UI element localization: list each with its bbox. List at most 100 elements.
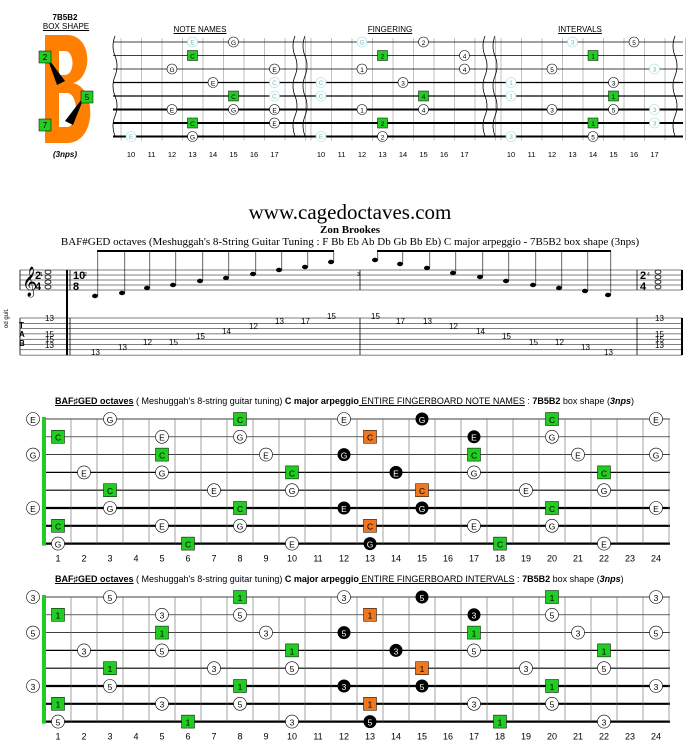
- staff-note: [397, 261, 403, 267]
- panel2-note-label: 5: [238, 700, 243, 710]
- tab-number: 13: [118, 343, 127, 352]
- panel1-note-marker: [259, 447, 273, 462]
- fingering-note-label: 4: [422, 108, 426, 115]
- note-names-ghost-label: E: [190, 40, 195, 47]
- staff-note: [197, 278, 203, 284]
- panel2-note-marker: [155, 625, 169, 640]
- panel2-fret-number: 18: [495, 732, 505, 742]
- panel2-note-label: 1: [238, 593, 243, 603]
- panel2-fret-number: 7: [211, 732, 216, 742]
- panel2-note-marker: [415, 661, 429, 675]
- panel1-note-label: G: [471, 468, 478, 478]
- intervals-ghost-marker: [649, 104, 660, 115]
- intervals-note-marker: [587, 50, 599, 61]
- note-names-ghost-label: E: [129, 134, 134, 141]
- panel2-fret-number: 4: [133, 732, 138, 742]
- panel2-fret-number: 2: [81, 732, 86, 742]
- chord-note: [654, 269, 662, 275]
- panel1-fret-number: 8: [237, 554, 242, 564]
- panel2-note-marker: [207, 661, 221, 675]
- chord-note: [44, 269, 52, 275]
- fingering-ghost-marker: [315, 77, 327, 88]
- panel2-note-label: 1: [108, 664, 113, 674]
- panel2-note-marker: [26, 679, 40, 693]
- panel2-note-label: 1: [290, 646, 295, 656]
- small-fret-number: 12: [168, 150, 176, 159]
- panel2-note-label: 1: [56, 611, 61, 621]
- tab-label-b: B: [19, 339, 25, 348]
- panel1-fret-number: 2: [81, 554, 86, 564]
- panel1-note-label: G: [367, 540, 374, 550]
- tab-number: 13: [604, 348, 613, 357]
- tab-number: 13: [655, 341, 664, 350]
- panel1-note-label: C: [55, 433, 61, 443]
- panel1-note-label: E: [263, 451, 269, 461]
- panel1-note-label: G: [289, 486, 296, 496]
- note-names-note-label: E: [211, 81, 216, 88]
- tuplet-top: 10: [73, 270, 85, 282]
- note-names-note-marker: [269, 104, 280, 115]
- panel2-note-marker: [233, 590, 247, 604]
- panel1-note-marker: [51, 430, 65, 444]
- author: Zon Brookes: [319, 224, 380, 236]
- panel2-note-label: 3: [654, 682, 659, 692]
- small-fret-number: 15: [229, 150, 237, 159]
- panel1-note-label: G: [107, 504, 114, 514]
- note-names-note-marker: [228, 36, 239, 48]
- panel1-note-marker: [571, 447, 585, 462]
- panel2-note-marker: [545, 679, 559, 693]
- panel2-note-label: 3: [342, 682, 347, 692]
- staff-note: [276, 267, 282, 273]
- note-names-note-marker: [166, 104, 178, 115]
- box-marker-2: [38, 50, 52, 64]
- panel1-note-label: E: [523, 486, 529, 496]
- tab-number: 13: [423, 317, 432, 326]
- panel2-note-marker: [649, 590, 663, 604]
- panel1-note-marker: [103, 501, 117, 515]
- intervals-note-marker: [546, 104, 558, 115]
- panel1-note-label: E: [211, 486, 217, 496]
- small-fret-number: 16: [250, 150, 258, 159]
- panel1-note-marker: [649, 412, 663, 426]
- panel2-note-label: 5: [368, 718, 373, 728]
- panel2-note-label: 1: [472, 629, 477, 639]
- staff-note: [223, 275, 229, 281]
- note-names-note-label: G: [231, 40, 236, 47]
- panel1-note-marker: [233, 519, 247, 533]
- panel2-note-marker: [77, 643, 91, 658]
- small-fret-number: 12: [358, 150, 366, 159]
- site-title: www.cagedoctaves.com: [248, 200, 452, 224]
- panel1-note-marker: [207, 483, 221, 497]
- staff-note: [530, 282, 536, 288]
- small-edge-right: [292, 35, 298, 137]
- panel2-title-link: ENTIRE FINGERBOARD INTERVALS: [358, 574, 515, 584]
- panel1-note-marker: [415, 501, 429, 515]
- panel1-note-label: C: [549, 415, 555, 425]
- staff-note: [144, 285, 150, 291]
- fingering-note-marker: [377, 131, 388, 142]
- panel1-fret-number: 4: [133, 554, 138, 564]
- panel1-note-label: C: [55, 522, 61, 532]
- small-fret-number: 11: [148, 150, 156, 159]
- panel1-fret-number: 9: [263, 554, 268, 564]
- panel1-fret-number: 12: [339, 554, 349, 564]
- chart-title-fingering: FINGERING: [367, 25, 413, 34]
- panel2-note-label: 3: [342, 593, 347, 603]
- tab-number: 14: [476, 327, 485, 336]
- staff-note: [250, 271, 256, 277]
- panel1-note-label: E: [30, 504, 36, 514]
- intervals-note-marker: [608, 90, 619, 102]
- intervals-ghost-label: 1: [509, 94, 513, 101]
- panel2-note-marker: [155, 643, 169, 658]
- fingering-ghost-marker: [315, 131, 327, 142]
- panel2-fret-number: 17: [469, 732, 479, 742]
- staff-note: [170, 282, 176, 288]
- panel1-note-marker: [51, 519, 65, 533]
- intervals-note-marker: [608, 104, 619, 115]
- panel1-title: BAF♯GED octaves ( Meshuggah's 8-string g…: [55, 396, 634, 406]
- panel2-note-marker: [155, 607, 169, 622]
- note-names-note-label: C: [231, 94, 236, 101]
- panel1-note-label: E: [471, 433, 477, 443]
- panel2-fret-number: 23: [625, 732, 635, 742]
- intervals-note-label: 5: [591, 135, 595, 142]
